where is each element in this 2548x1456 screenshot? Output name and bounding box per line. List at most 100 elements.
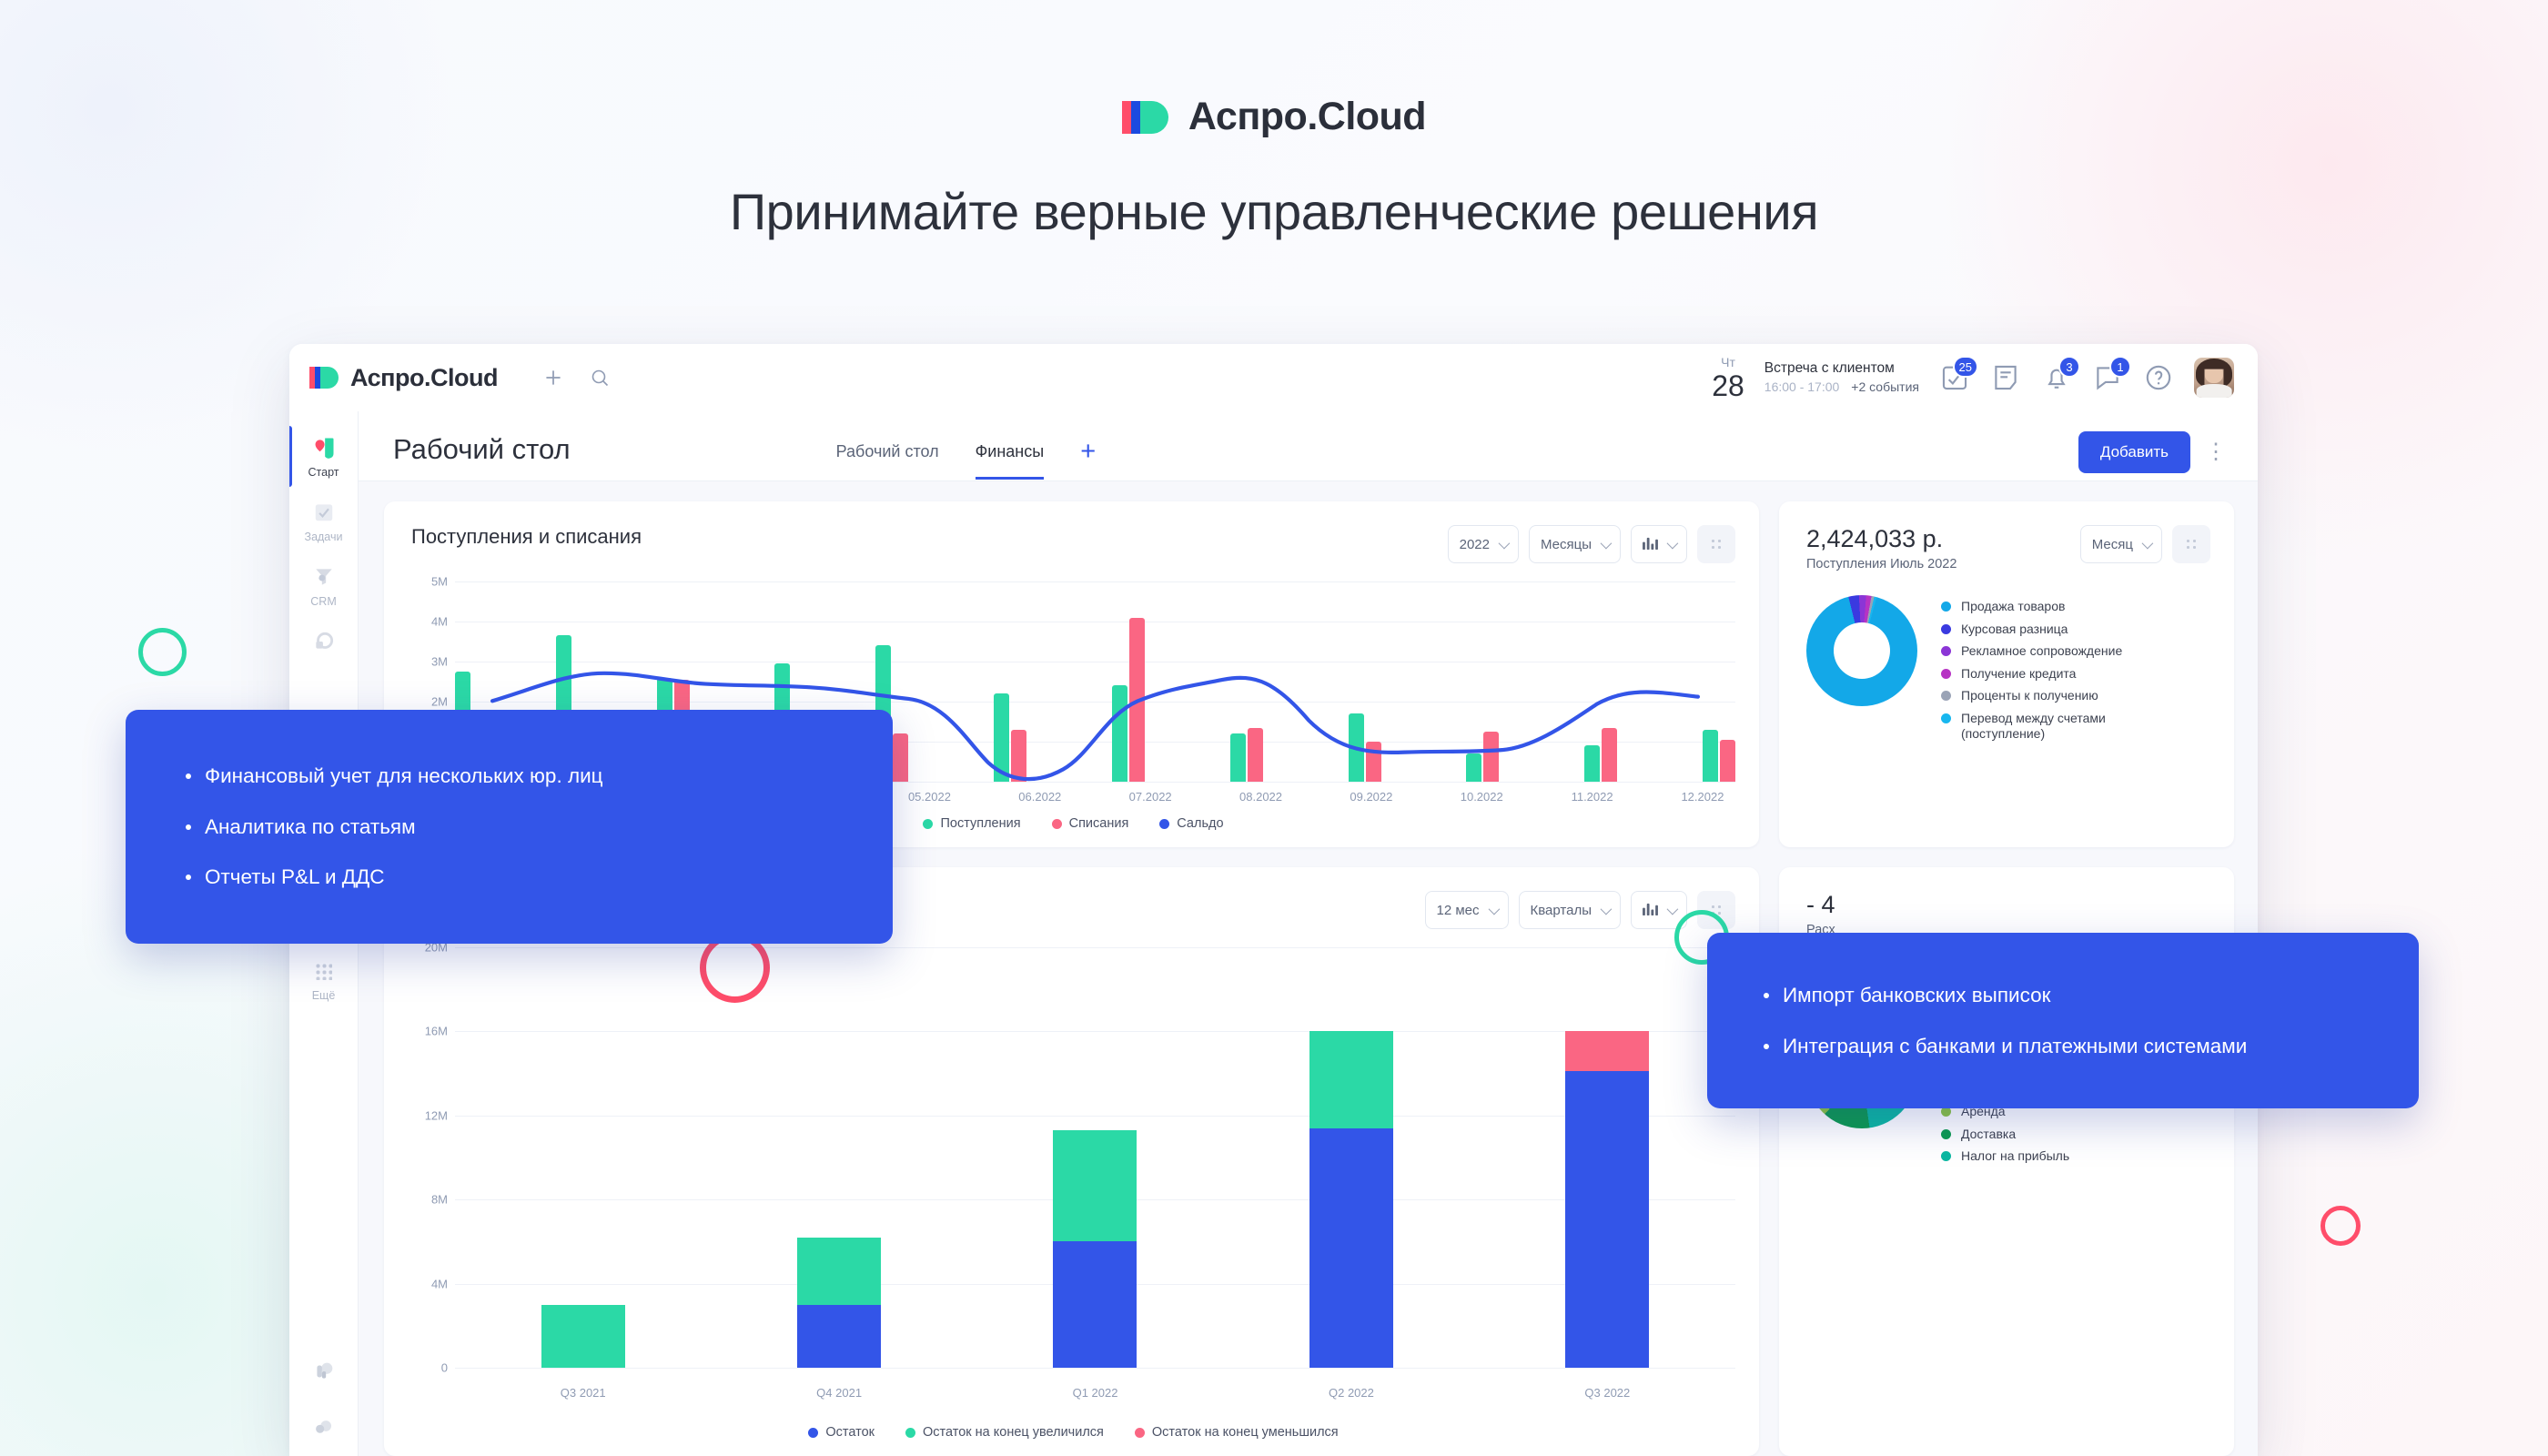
legend-item[interactable]: Перевод между счетами (поступление)	[1941, 711, 2152, 743]
legend-swatch	[1941, 691, 1951, 702]
x-tick: 08.2022	[1239, 790, 1283, 804]
callout-item: Импорт банковских выписок	[1758, 982, 2368, 1009]
legend-label: Сальдо	[1177, 816, 1224, 831]
legend-swatch	[1941, 646, 1951, 657]
bars-container	[455, 947, 1735, 1369]
legend-label: Списания	[1068, 816, 1129, 831]
support-icon[interactable]	[312, 1360, 336, 1383]
chart-type-select[interactable]	[1631, 525, 1687, 563]
drag-grip-icon[interactable]	[1697, 525, 1735, 563]
legend-item[interactable]: Поступления	[923, 816, 1021, 831]
decorative-ring-pink-small	[2320, 1206, 2361, 1246]
range-select-value: 12 мес	[1436, 902, 1480, 918]
callout-item: Отчеты P&L и ДДС	[180, 864, 838, 891]
legend-label: Проценты к получению	[1961, 688, 2098, 703]
y-tick: 4M	[430, 614, 448, 629]
month-select-value: Месяц	[2091, 536, 2133, 552]
legend-label: Перевод между счетами (поступление)	[1961, 710, 2106, 742]
sidebar-item-label: Ещё	[311, 989, 336, 1002]
x-tick: 07.2022	[1128, 790, 1172, 804]
sidebar-item-more[interactable]: Ещё	[289, 947, 359, 1012]
legend-item[interactable]: Курсовая разница	[1941, 622, 2152, 638]
event-time: 16:00 - 17:00	[1764, 379, 1840, 395]
sidebar-item-label: Задачи	[304, 531, 343, 543]
sidebar-item-label: Старт	[308, 466, 339, 479]
tab-finance[interactable]: Финансы	[975, 442, 1045, 480]
legend-item[interactable]: Получение кредита	[1941, 666, 2152, 682]
legend-item[interactable]: Остаток на конец увеличился	[905, 1425, 1104, 1440]
avatar[interactable]	[2194, 358, 2234, 398]
month-select[interactable]: Месяц	[2079, 525, 2162, 563]
range-select[interactable]: 12 мес	[1424, 891, 1509, 929]
chevron-down-icon	[1600, 537, 1613, 549]
notes-icon[interactable]	[1990, 362, 2021, 393]
sidebar-item-tasks[interactable]: Задачи	[289, 489, 359, 553]
legend-swatch	[905, 1427, 915, 1438]
bell-icon[interactable]: 3	[2041, 356, 2080, 393]
page-header: Рабочий стол Рабочий стол Финансы + Доба…	[359, 411, 2258, 481]
chevron-down-icon	[2141, 537, 2154, 549]
period-select[interactable]: Месяцы	[1528, 525, 1621, 563]
income-donut-chart[interactable]	[1806, 595, 1917, 707]
income-amount: 2,424,033 р.	[1806, 525, 1944, 552]
callout-banking-features: Импорт банковских выписок Интеграция с б…	[1707, 933, 2419, 1109]
chart-legend: Остаток Остаток на конец увеличился Оста…	[411, 1400, 1735, 1441]
sidebar-item-start[interactable]: Старт	[289, 424, 359, 489]
year-select[interactable]: 2022	[1447, 525, 1519, 563]
chevron-down-icon	[1600, 903, 1613, 915]
chevron-down-icon	[1488, 903, 1500, 915]
x-tick: Q3 2021	[560, 1386, 606, 1400]
bar-chart-icon	[1643, 902, 1658, 919]
legend-swatch	[1159, 818, 1170, 829]
legend-item[interactable]: Налог на прибыль	[1941, 1148, 2098, 1165]
sidebar-item-finance[interactable]	[289, 618, 359, 669]
legend-item[interactable]: Сальдо	[1159, 816, 1224, 831]
bar-group	[1466, 581, 1500, 782]
chat-icon[interactable]: 1	[2092, 356, 2131, 393]
legend-label: Остаток	[825, 1425, 875, 1440]
legend-swatch	[1941, 1107, 1951, 1117]
legend-label: Доставка	[1961, 1126, 2017, 1141]
settings-gear-icon[interactable]	[312, 1414, 336, 1438]
legend-swatch	[923, 818, 934, 829]
help-icon[interactable]	[2143, 362, 2174, 393]
x-tick: 11.2022	[1571, 790, 1613, 804]
calendar-date: Чт 28	[1712, 356, 1744, 400]
legend-swatch	[1051, 818, 1062, 829]
add-button[interactable]: Добавить	[2078, 431, 2190, 473]
page-headline: Принимайте верные управленческие решения	[729, 183, 1819, 240]
period-select[interactable]: Кварталы	[1518, 891, 1621, 929]
legend-item[interactable]: Проценты к получению	[1941, 688, 2152, 704]
legend-item[interactable]: Продажа товаров	[1941, 599, 2152, 615]
legend-swatch	[1941, 1151, 1951, 1162]
more-grid-icon	[291, 957, 357, 985]
decorative-ring-teal-large	[138, 628, 187, 676]
legend-item[interactable]: Остаток	[808, 1425, 875, 1440]
legend-item[interactable]: Доставка	[1941, 1127, 2098, 1143]
legend-item[interactable]: Списания	[1051, 816, 1129, 831]
card-cash-balance-dynamics: Динамика остатков денег на счетах 12 мес…	[384, 867, 1759, 1456]
x-tick: Q4 2021	[816, 1386, 863, 1400]
plus-icon[interactable]	[541, 366, 565, 389]
y-axis-labels: 20M 16M 12M 8M 4M 0	[411, 941, 455, 1375]
bar-group	[1309, 947, 1393, 1368]
bar-group	[541, 947, 625, 1368]
more-vertical-icon[interactable]: ⋮	[2205, 439, 2227, 464]
legend-swatch	[1941, 602, 1951, 612]
legend-item[interactable]: Рекламное сопровождение	[1941, 643, 2152, 660]
bar-group	[1584, 581, 1618, 782]
drag-grip-icon[interactable]	[2172, 525, 2210, 563]
x-axis-labels: Q3 2021 Q4 2021 Q1 2022 Q2 2022 Q3 2022	[455, 1368, 1735, 1400]
search-icon[interactable]	[589, 367, 611, 389]
crm-icon	[291, 563, 357, 591]
legend-item[interactable]: Остаток на конец уменьшился	[1134, 1425, 1339, 1440]
y-tick: 2M	[430, 694, 448, 709]
card-title: Поступления и списания	[411, 525, 642, 548]
sidebar-item-crm[interactable]: CRM	[289, 553, 359, 618]
tab-workspace[interactable]: Рабочий стол	[835, 441, 939, 460]
x-tick: Q1 2022	[1072, 1386, 1118, 1400]
tasks-calendar-icon[interactable]: 25	[1939, 356, 1978, 393]
app-topbar: Аспро.Cloud Чт 28 Встреча с клиентом 16:…	[289, 344, 2258, 411]
upcoming-event[interactable]: Встреча с клиентом 16:00 - 17:00 +2 собы…	[1764, 359, 1919, 396]
plus-icon[interactable]: +	[1080, 437, 1097, 466]
